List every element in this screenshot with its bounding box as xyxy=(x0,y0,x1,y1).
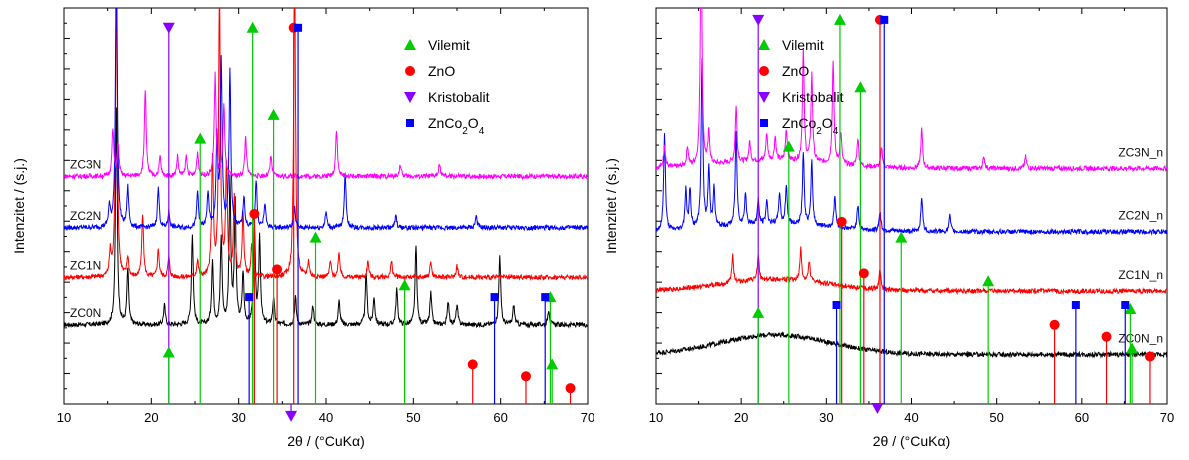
reference-marker-vilemit xyxy=(246,21,259,33)
reference-marker-vilemit xyxy=(309,231,322,243)
reference-marker-kristobalit xyxy=(285,410,298,422)
x-tick-label: 70 xyxy=(581,410,594,425)
series-label: ZC0N_n xyxy=(1118,332,1163,346)
legend-marker xyxy=(404,39,416,50)
reference-marker-kristobalit xyxy=(752,14,765,26)
reference-marker-znco2o4 xyxy=(490,293,499,302)
legend-label: ZnCo2O4 xyxy=(428,115,485,137)
series-line-zc3n_n xyxy=(656,8,1167,173)
reference-marker-znco2o4 xyxy=(1121,301,1130,309)
series-label: ZC1N_n xyxy=(1118,268,1163,282)
legend-marker xyxy=(405,66,415,76)
reference-marker-zno xyxy=(272,264,283,275)
reference-marker-zno xyxy=(249,208,260,219)
y-axis-title: Intenzitet / (s.j.) xyxy=(603,158,619,254)
series-label: ZC3N xyxy=(70,157,101,171)
reference-marker-znco2o4 xyxy=(245,293,254,302)
series-label: ZC2N xyxy=(70,209,101,223)
reference-marker-znco2o4 xyxy=(294,23,303,32)
series-line-zc0n xyxy=(64,107,588,329)
x-tick-label: 50 xyxy=(406,410,420,425)
series-label: ZC0N xyxy=(70,306,101,320)
left-xrd-chart: 10 20 30 40 50 60 70 2θ / (°CuKα) Intenzitet / (… xyxy=(0,0,595,460)
legend: Vilemit ZnO Kristobalit ZnCo2O4 xyxy=(404,37,490,137)
reference-marker-vilemit xyxy=(1126,342,1139,354)
left-chart-svg: 10 20 30 40 50 60 70 2θ / (°CuKα) Intenzitet / (… xyxy=(11,7,595,449)
x-tick-label: 10 xyxy=(57,410,71,425)
legend-marker xyxy=(760,119,768,127)
x-axis-title: 2θ / (°CuKα) xyxy=(287,433,365,449)
reference-marker-vilemit xyxy=(1124,302,1137,314)
legend-label: ZnO xyxy=(428,63,455,79)
x-tick-label: 20 xyxy=(144,410,158,425)
reference-marker-zno xyxy=(520,371,531,382)
x-tick-label: 30 xyxy=(819,410,833,425)
reference-marker-vilemit xyxy=(752,306,765,318)
right-chart-svg: 10 20 30 40 50 60 70 2θ / (°CuKα) Intenzitet / (… xyxy=(603,7,1174,449)
series-label: ZC1N xyxy=(70,258,101,272)
legend-marker xyxy=(759,66,769,76)
x-tick-label: 20 xyxy=(734,410,748,425)
series-label: ZC2N_n xyxy=(1118,209,1163,223)
legend-label: Kristobalit xyxy=(782,89,844,105)
reference-marker-vilemit xyxy=(267,108,280,120)
x-tick-label: 30 xyxy=(231,410,245,425)
plot-frame xyxy=(63,7,589,405)
reference-marker-vilemit xyxy=(854,81,867,93)
legend-marker xyxy=(758,39,770,50)
series-line-zc1n xyxy=(64,8,588,282)
reference-marker-zno xyxy=(836,216,847,227)
reference-marker-znco2o4 xyxy=(832,301,841,309)
legend-marker xyxy=(404,92,416,103)
reference-marker-zno xyxy=(858,268,869,279)
x-tick-label: 10 xyxy=(649,410,663,425)
reference-marker-zno xyxy=(1049,319,1060,330)
x-tick-label: 40 xyxy=(904,410,918,425)
y-axis-title: Intenzitet / (s.j.) xyxy=(11,158,27,254)
reference-marker-zno xyxy=(1101,331,1112,342)
reference-marker-vilemit xyxy=(194,132,207,144)
legend-label: Kristobalit xyxy=(428,89,490,105)
reference-marker-vilemit xyxy=(398,279,411,291)
reference-marker-znco2o4 xyxy=(1071,301,1080,309)
x-tick-label: 50 xyxy=(989,410,1003,425)
x-tick-label: 70 xyxy=(1160,410,1174,425)
x-tick-label: 60 xyxy=(493,410,507,425)
series-line-zc3n xyxy=(64,71,588,181)
reference-marker-kristobalit xyxy=(162,22,175,34)
reference-marker-zno xyxy=(467,359,478,370)
series-line-zc2n_n xyxy=(656,57,1167,236)
reference-marker-vilemit xyxy=(982,275,995,287)
reference-marker-kristobalit xyxy=(871,402,884,414)
legend-label: Vilemit xyxy=(782,37,824,53)
reference-marker-vilemit xyxy=(162,346,175,358)
legend-marker xyxy=(758,92,770,103)
legend-label: Vilemit xyxy=(428,37,470,53)
x-tick-label: 60 xyxy=(1075,410,1089,425)
legend-marker xyxy=(406,119,414,127)
series-line-zc2n xyxy=(64,8,588,232)
plot-frame xyxy=(655,7,1168,405)
reference-marker-vilemit xyxy=(895,231,908,243)
reference-marker-zno xyxy=(565,383,576,394)
reference-marker-vilemit xyxy=(546,358,559,370)
x-tick-label: 40 xyxy=(319,410,333,425)
x-axis-title: 2θ / (°CuKα) xyxy=(873,433,951,449)
series-line-zc1n_n xyxy=(656,246,1167,296)
right-xrd-chart: 10 20 30 40 50 60 70 2θ / (°CuKα) Intenzitet / (… xyxy=(594,0,1189,460)
legend-label: ZnO xyxy=(782,63,809,79)
reference-marker-vilemit xyxy=(782,140,795,152)
reference-marker-znco2o4 xyxy=(880,15,889,24)
series-line-zc0n_n xyxy=(656,331,1167,359)
reference-marker-vilemit xyxy=(833,13,846,25)
reference-marker-zno xyxy=(1144,351,1155,362)
reference-marker-znco2o4 xyxy=(541,293,550,302)
series-label: ZC3N_n xyxy=(1118,145,1163,159)
